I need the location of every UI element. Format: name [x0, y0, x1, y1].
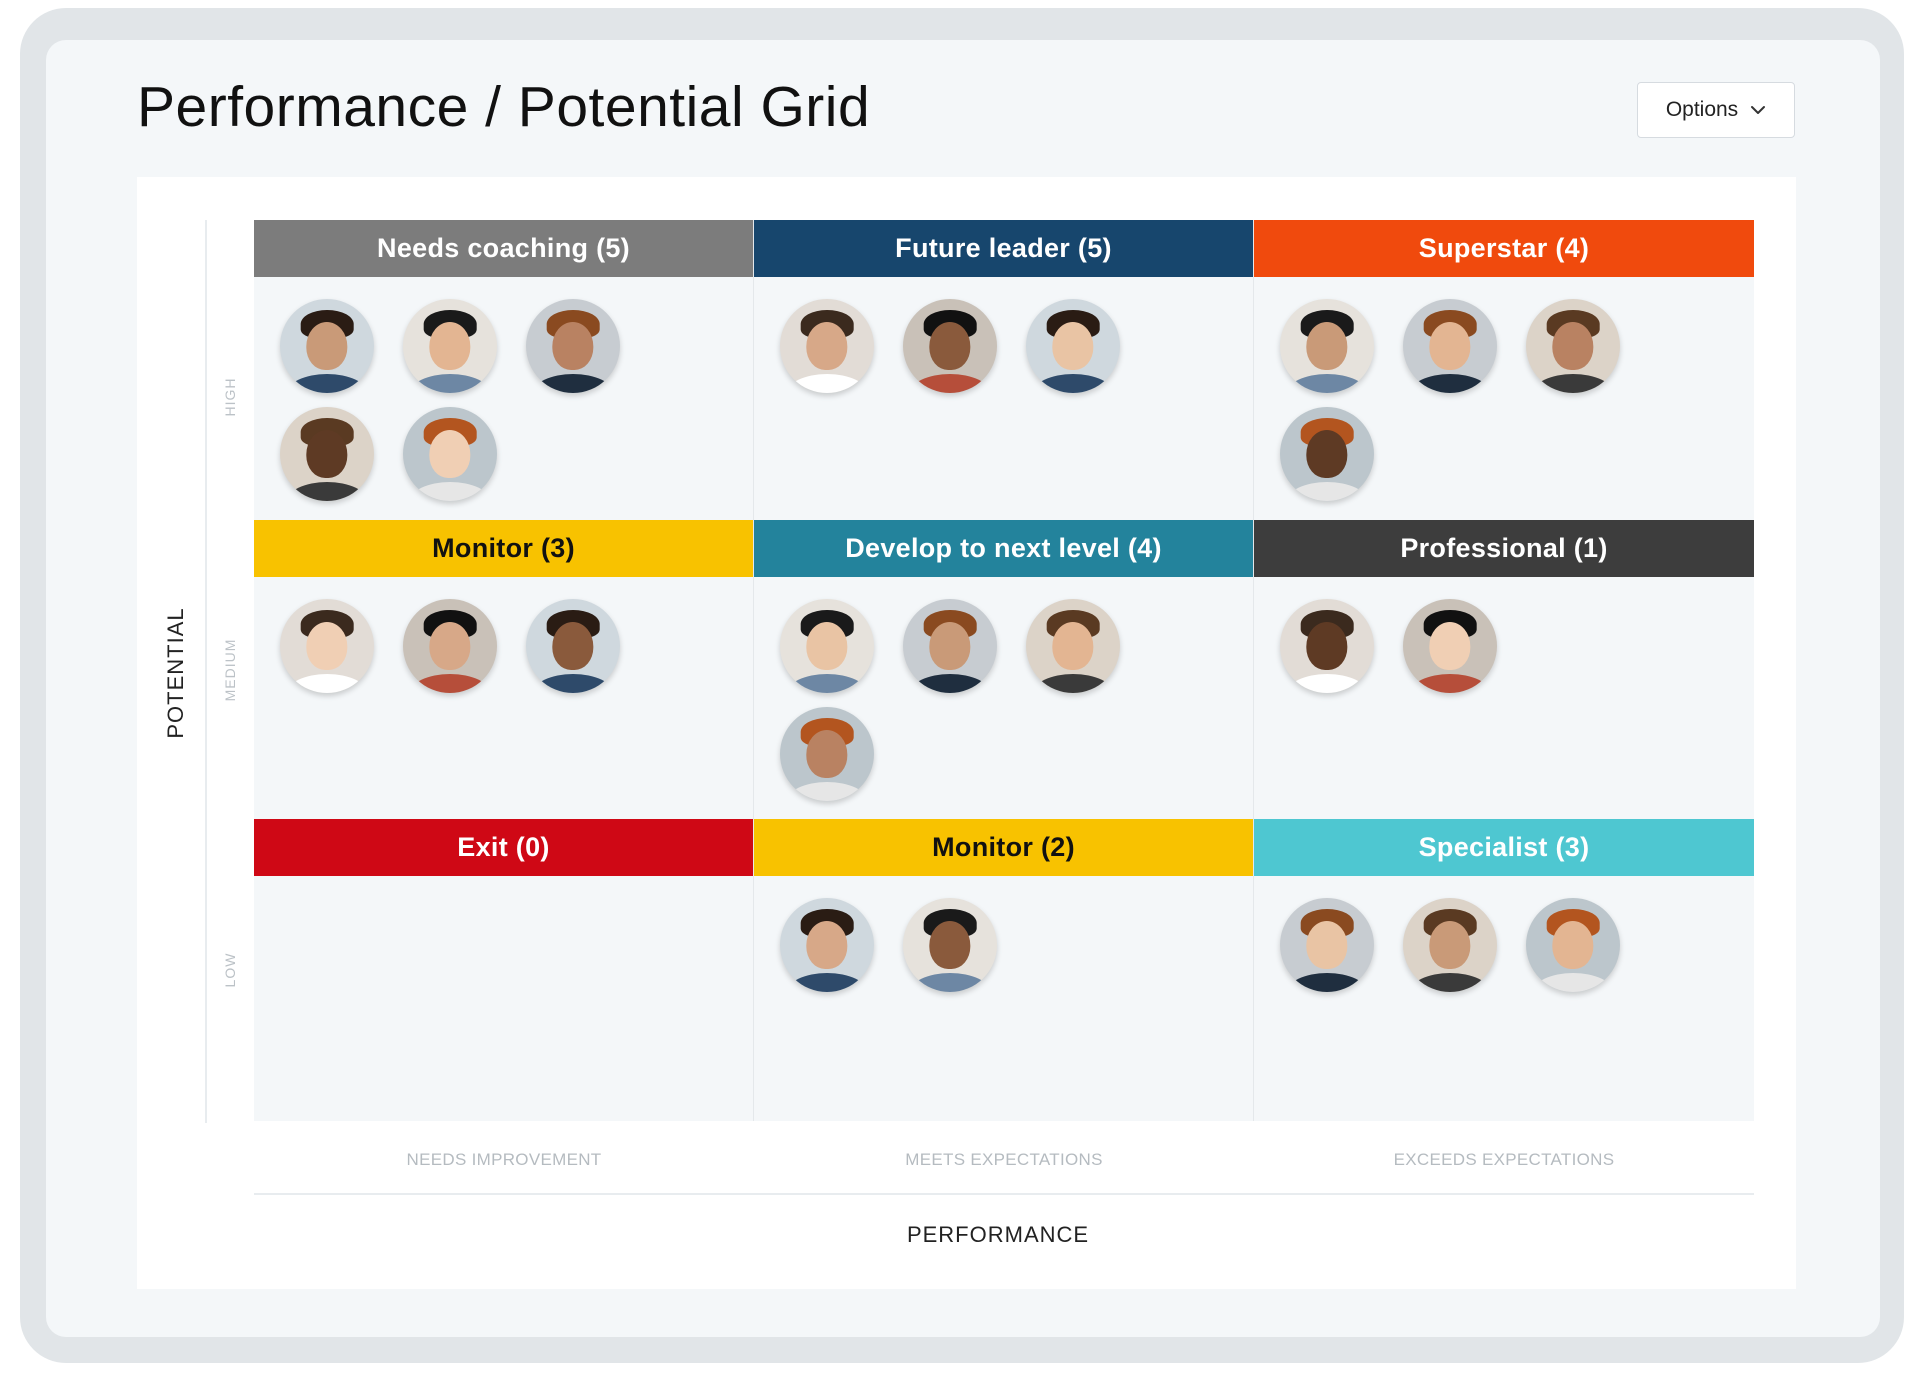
- grid-cell: Monitor (3): [254, 520, 754, 819]
- x-axis-label: PERFORMANCE: [906, 1222, 1090, 1247]
- employee-avatar[interactable]: [526, 599, 620, 693]
- avatar-list: [754, 876, 1253, 992]
- avatar-list: [754, 277, 1253, 393]
- employee-avatar[interactable]: [403, 407, 497, 501]
- performance-potential-grid: Needs coaching (5) Future leader (5) Super…: [254, 220, 1754, 1121]
- x-axis-line: [254, 1193, 1754, 1195]
- employee-avatar[interactable]: [280, 299, 374, 393]
- grid-cell-header[interactable]: Monitor (3): [254, 520, 753, 577]
- options-label: Options: [1665, 98, 1739, 121]
- employee-avatar[interactable]: [526, 299, 620, 393]
- employee-avatar[interactable]: [780, 898, 874, 992]
- avatar-list: [1254, 876, 1754, 992]
- employee-avatar[interactable]: [1026, 599, 1120, 693]
- column-label-meets-expectations: MEETS EXPECTATIONS: [905, 1150, 1103, 1169]
- employee-avatar[interactable]: [1403, 599, 1497, 693]
- y-axis-line: [205, 220, 207, 1123]
- grid-cell-header[interactable]: Future leader (5): [754, 220, 1253, 277]
- employee-avatar[interactable]: [280, 599, 374, 693]
- avatar-list: [254, 277, 753, 501]
- avatar-list: [254, 577, 753, 693]
- employee-avatar[interactable]: [1280, 599, 1374, 693]
- options-button[interactable]: Options: [1637, 82, 1795, 138]
- grid-cell-header[interactable]: Professional (1): [1254, 520, 1754, 577]
- grid-cell: Future leader (5): [754, 220, 1254, 520]
- employee-avatar[interactable]: [780, 707, 874, 801]
- grid-cell-header[interactable]: Specialist (3): [1254, 819, 1754, 876]
- grid-cell: Superstar (4): [1254, 220, 1754, 520]
- employee-avatar[interactable]: [1280, 898, 1374, 992]
- employee-avatar[interactable]: [1280, 407, 1374, 501]
- grid-cell-header[interactable]: Superstar (4): [1254, 220, 1754, 277]
- employee-avatar[interactable]: [903, 299, 997, 393]
- grid-cell: Specialist (3): [1254, 819, 1754, 1121]
- avatar-list: [754, 577, 1253, 801]
- employee-avatar[interactable]: [403, 299, 497, 393]
- avatar-list: [1254, 277, 1754, 501]
- employee-avatar[interactable]: [1403, 898, 1497, 992]
- grid-cell-header[interactable]: Exit (0): [254, 819, 753, 876]
- employee-avatar[interactable]: [1280, 299, 1374, 393]
- page-title: Performance / Potential Grid: [137, 75, 871, 139]
- grid-cell: Needs coaching (5): [254, 220, 754, 520]
- employee-avatar[interactable]: [903, 599, 997, 693]
- column-label-needs-improvement: NEEDS IMPROVEMENT: [406, 1150, 602, 1169]
- employee-avatar[interactable]: [903, 898, 997, 992]
- chevron-down-icon: [1751, 106, 1766, 114]
- employee-avatar[interactable]: [403, 599, 497, 693]
- employee-avatar[interactable]: [1403, 299, 1497, 393]
- column-label-exceeds-expectations: EXCEEDS EXPECTATIONS: [1393, 1150, 1615, 1169]
- employee-avatar[interactable]: [780, 299, 874, 393]
- employee-avatar[interactable]: [1526, 898, 1620, 992]
- grid-cell-header[interactable]: Needs coaching (5): [254, 220, 753, 277]
- employee-avatar[interactable]: [780, 599, 874, 693]
- avatar-list: [254, 876, 753, 898]
- employee-avatar[interactable]: [280, 407, 374, 501]
- grid-cell: Professional (1): [1254, 520, 1754, 819]
- avatar-list: [1254, 577, 1754, 693]
- grid-cell-header[interactable]: Develop to next level (4): [754, 520, 1253, 577]
- grid-cell: Develop to next level (4): [754, 520, 1254, 819]
- grid-cell: Exit (0): [254, 819, 754, 1121]
- grid-cell: Monitor (2): [754, 819, 1254, 1121]
- employee-avatar[interactable]: [1026, 299, 1120, 393]
- grid-cell-header[interactable]: Monitor (2): [754, 819, 1253, 876]
- employee-avatar[interactable]: [1526, 299, 1620, 393]
